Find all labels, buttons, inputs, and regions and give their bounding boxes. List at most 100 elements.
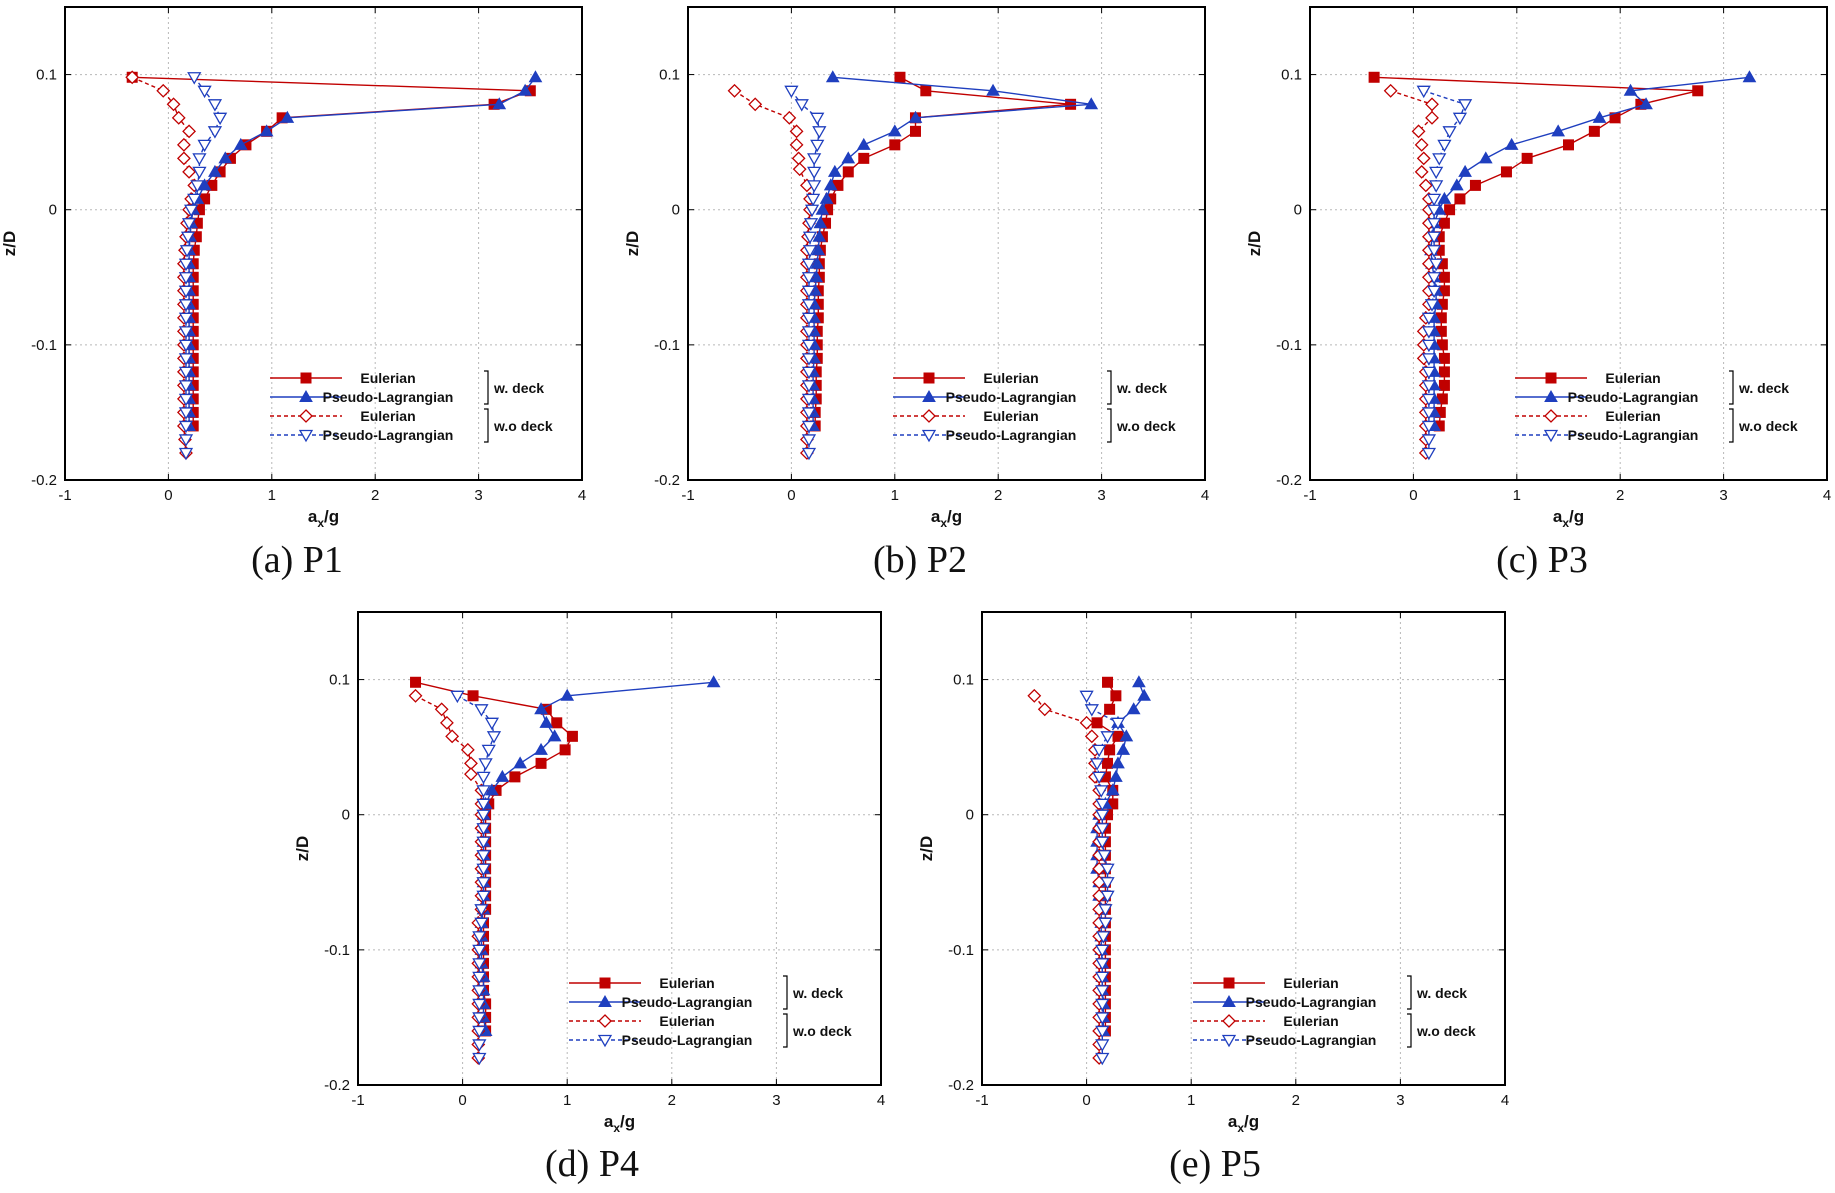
data-point-p3-s1 bbox=[1504, 137, 1519, 150]
grid-p1 bbox=[65, 7, 582, 480]
data-point-p3-s3 bbox=[1421, 326, 1437, 339]
y-axis-label-p4: z/D bbox=[293, 836, 312, 862]
legend-marker-1 bbox=[1222, 994, 1236, 1007]
data-point-p1-s3 bbox=[178, 339, 194, 353]
data-point-p1-s3 bbox=[178, 272, 194, 285]
legend-label-3: Pseudo-Lagrangian bbox=[946, 427, 1077, 443]
data-point-p2-s3 bbox=[801, 312, 817, 326]
data-point-p4-s3 bbox=[486, 731, 502, 744]
data-point-p3-s3 bbox=[1426, 285, 1442, 299]
data-point-p3-s3 bbox=[1421, 420, 1437, 434]
data-point-p4-s3 bbox=[472, 958, 487, 971]
data-point-p4-s3 bbox=[474, 904, 489, 917]
data-point-p5-s3 bbox=[1092, 744, 1107, 758]
legend-label-2: Eulerian bbox=[1283, 1013, 1338, 1029]
data-point-p1-s1 bbox=[280, 110, 295, 123]
plot-area-p3 bbox=[1368, 70, 1757, 461]
data-point-p3-s0 bbox=[1438, 352, 1450, 364]
data-point-p3-s1 bbox=[1742, 70, 1757, 83]
data-point-p3-s1 bbox=[1639, 97, 1653, 110]
data-point-p5-s3 bbox=[1095, 985, 1110, 998]
data-point-p1-s3 bbox=[192, 153, 207, 166]
y-tick-label: -0.2 bbox=[654, 472, 680, 489]
panel-caption-p2: (b) P2 bbox=[873, 539, 967, 581]
data-point-p5-s3 bbox=[1079, 690, 1094, 704]
data-point-p1-s3 bbox=[178, 407, 194, 420]
data-point-p1-s2 bbox=[176, 137, 191, 152]
x-tick-label: 2 bbox=[371, 487, 379, 504]
data-point-p1-s3 bbox=[197, 85, 212, 99]
data-point-p1-s1 bbox=[528, 70, 543, 83]
data-point-p1-s3 bbox=[197, 139, 212, 153]
data-point-p1-s3 bbox=[178, 366, 194, 380]
data-point-p2-s0 bbox=[842, 166, 854, 178]
data-point-p5-s0 bbox=[1102, 676, 1114, 688]
data-point-p5-s3 bbox=[1098, 917, 1113, 931]
data-point-p2-s3 bbox=[801, 366, 817, 380]
x-tick-label: 1 bbox=[563, 1092, 571, 1109]
data-point-p1-s2 bbox=[171, 110, 186, 125]
data-point-p5-s0 bbox=[1104, 703, 1116, 715]
data-point-p5-s3 bbox=[1100, 877, 1115, 890]
data-point-p4-s2 bbox=[460, 742, 475, 757]
legend-label-1: Pseudo-Lagrangian bbox=[1568, 389, 1699, 405]
x-tick-label: 1 bbox=[891, 487, 899, 504]
data-point-p3-s3 bbox=[1426, 193, 1442, 207]
data-point-p2-s3 bbox=[812, 126, 827, 139]
data-point-p2-s3 bbox=[801, 407, 817, 420]
data-point-p1-s3 bbox=[180, 231, 196, 245]
data-point-p1-s3 bbox=[207, 99, 223, 112]
legend-label-0: Eulerian bbox=[983, 370, 1038, 386]
data-point-p2-s3 bbox=[801, 299, 817, 312]
data-point-p4-s1 bbox=[513, 756, 527, 769]
legend-marker-3 bbox=[1543, 429, 1559, 443]
legend-group-w-deck: w. deck bbox=[493, 380, 544, 396]
data-point-p4-s3 bbox=[476, 809, 491, 823]
x-tick-label: 3 bbox=[1396, 1092, 1404, 1109]
y-axis-label-p3: z/D bbox=[1245, 231, 1264, 257]
legend-group-wo-deck: w.o deck bbox=[1738, 418, 1798, 434]
data-point-p5-s3 bbox=[1098, 904, 1113, 917]
data-point-p1-s3 bbox=[178, 447, 194, 461]
data-point-p1-s1 bbox=[492, 97, 507, 110]
legend-marker-0 bbox=[923, 372, 935, 384]
data-point-p4-s0 bbox=[535, 757, 547, 769]
plot-area-p2 bbox=[727, 70, 1099, 461]
data-point-p3-s2 bbox=[1414, 164, 1429, 179]
y-tick-label: -0.1 bbox=[31, 337, 57, 354]
x-axis-label-p4: ax/g bbox=[604, 1112, 635, 1135]
panel-p4: (d) P4 -1 0 1 2 3 4 -0.2 -0.1 0 0.1 ax/g z/D Euleria… bbox=[293, 611, 885, 1185]
data-point-p2-s2 bbox=[789, 124, 804, 139]
data-point-p4-s3 bbox=[472, 985, 487, 998]
grid-p3 bbox=[1310, 7, 1827, 480]
data-point-p5-s3 bbox=[1110, 717, 1126, 731]
data-point-p2-s3 bbox=[810, 139, 825, 153]
data-point-p2-s0 bbox=[920, 85, 932, 97]
data-point-p1-s2 bbox=[182, 164, 196, 179]
legend-marker-2 bbox=[299, 409, 313, 423]
data-point-p1-s3 bbox=[179, 245, 195, 258]
data-point-p4-s1 bbox=[485, 783, 499, 796]
data-point-p4-s2 bbox=[445, 729, 460, 744]
data-point-p4-s0 bbox=[566, 730, 578, 742]
data-point-p3-s3 bbox=[1432, 153, 1447, 166]
legend-marker-2 bbox=[598, 1014, 612, 1028]
x-tick-label: 1 bbox=[1187, 1092, 1195, 1109]
data-point-p2-s0 bbox=[894, 71, 906, 83]
y-tick-label: -0.2 bbox=[1276, 472, 1302, 489]
data-point-p3-s0 bbox=[1454, 193, 1466, 205]
data-point-p2-s1 bbox=[841, 151, 856, 164]
legend-bracket-1 bbox=[1107, 370, 1112, 405]
data-point-p3-s3 bbox=[1442, 126, 1457, 139]
y-tick-label: -0.1 bbox=[654, 337, 680, 354]
plot-area-p1 bbox=[125, 70, 543, 461]
data-point-p1-s3 bbox=[178, 393, 194, 407]
legend-bracket-1 bbox=[1729, 370, 1734, 405]
data-point-p1-s2 bbox=[125, 70, 140, 85]
data-point-p5-s1 bbox=[1109, 769, 1123, 782]
data-point-p3-s0 bbox=[1438, 379, 1450, 391]
x-tick-label: 4 bbox=[1501, 1092, 1509, 1109]
legend-bracket-1 bbox=[783, 975, 788, 1010]
data-point-p2-s1 bbox=[813, 216, 828, 229]
data-point-p2-s1 bbox=[1084, 97, 1099, 110]
